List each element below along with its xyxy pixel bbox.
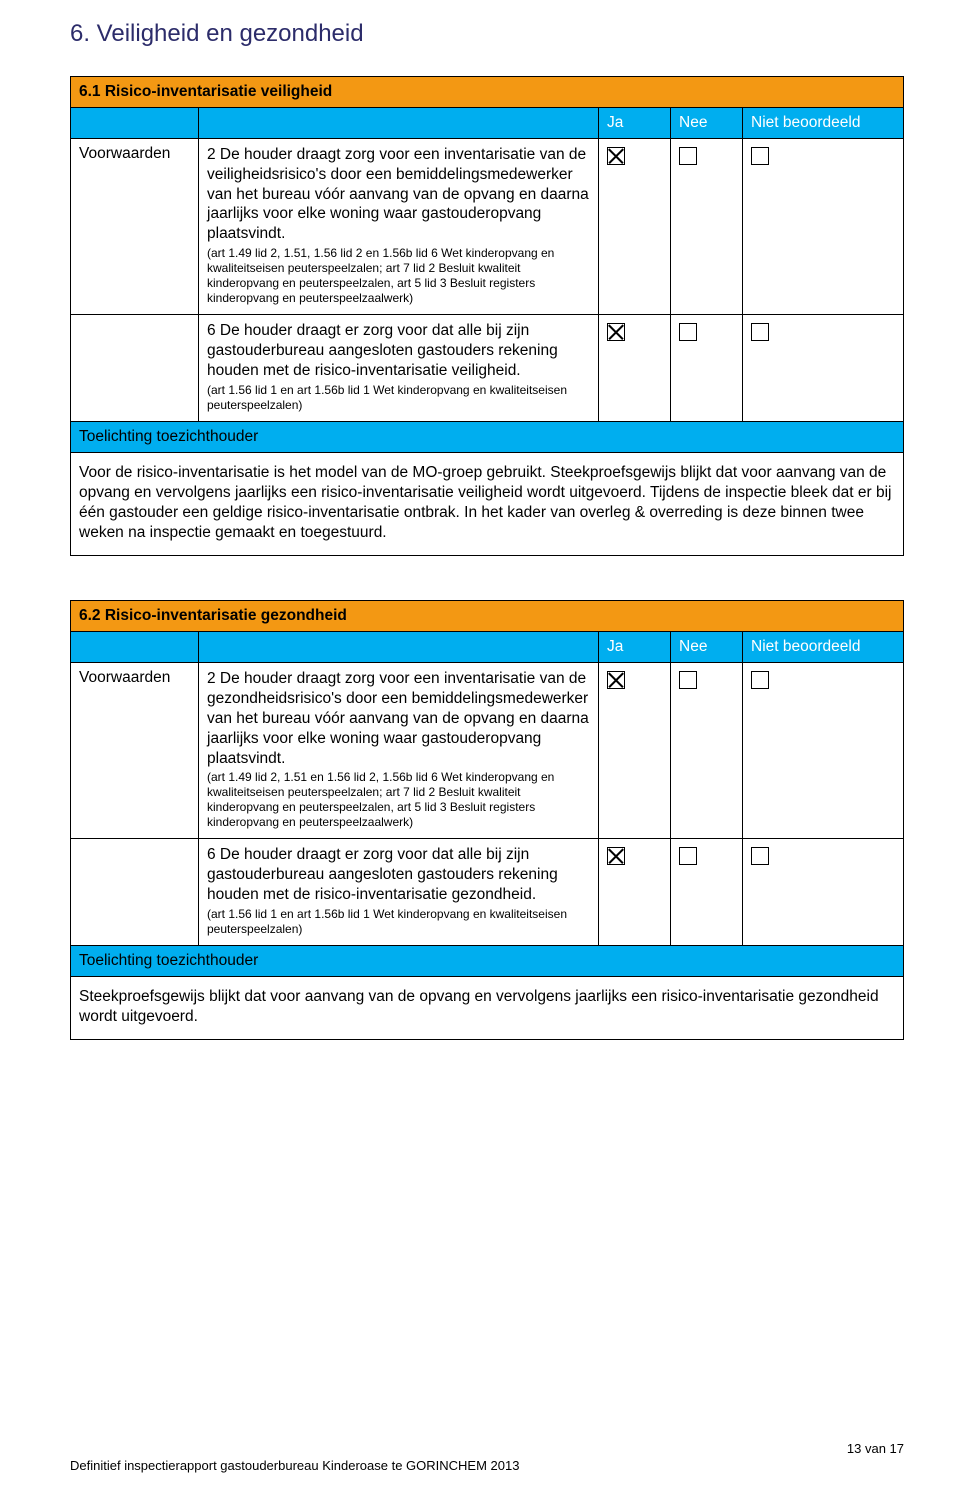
col-header-ja: Ja bbox=[599, 108, 671, 138]
row-text: 2 De houder draagt zorg voor een inventa… bbox=[207, 145, 590, 244]
row-text: 2 De houder draagt zorg voor een inventa… bbox=[207, 669, 590, 768]
row-text: 6 De houder draagt er zorg voor dat alle… bbox=[207, 321, 590, 380]
checkbox-icon bbox=[679, 847, 697, 865]
toelichting-body: Voor de risico-inventarisatie is het mod… bbox=[70, 453, 904, 557]
table-row: 6 De houder draagt er zorg voor dat alle… bbox=[70, 839, 904, 945]
checkbox-ja bbox=[599, 839, 671, 944]
col-header-nee: Nee bbox=[671, 108, 743, 138]
row-body: 6 De houder draagt er zorg voor dat alle… bbox=[199, 315, 599, 420]
section-6-1-title: 6.1 Risico-inventarisatie veiligheid bbox=[70, 76, 904, 108]
col-header-niet: Niet beoordeeld bbox=[743, 632, 903, 662]
checkbox-icon bbox=[751, 671, 769, 689]
col-header-niet: Niet beoordeeld bbox=[743, 108, 903, 138]
checkbox-nee bbox=[671, 139, 743, 314]
row-body: 6 De houder draagt er zorg voor dat alle… bbox=[199, 839, 599, 944]
checkbox-niet bbox=[743, 315, 903, 420]
checkbox-ja bbox=[599, 139, 671, 314]
checkbox-nee bbox=[671, 663, 743, 838]
row-body: 2 De houder draagt zorg voor een inventa… bbox=[199, 139, 599, 314]
toelichting-body: Steekproefsgewijs blijkt dat voor aanvan… bbox=[70, 977, 904, 1040]
checkbox-icon bbox=[679, 323, 697, 341]
checkbox-ja bbox=[599, 663, 671, 838]
col-header-ja: Ja bbox=[599, 632, 671, 662]
section-6-2-title: 6.2 Risico-inventarisatie gezondheid bbox=[70, 600, 904, 632]
checkbox-niet bbox=[743, 839, 903, 944]
row-reference: (art 1.56 lid 1 en art 1.56b lid 1 Wet k… bbox=[207, 383, 590, 413]
checkbox-icon bbox=[679, 147, 697, 165]
table-header: Ja Nee Niet beoordeeld bbox=[70, 632, 904, 663]
checkbox-icon bbox=[607, 671, 625, 689]
checkbox-ja bbox=[599, 315, 671, 420]
row-reference: (art 1.49 lid 2, 1.51 en 1.56 lid 2, 1.5… bbox=[207, 770, 590, 830]
footer-doc-title: Definitief inspectierapport gastouderbur… bbox=[70, 1458, 904, 1473]
toelichting-label: Toelichting toezichthouder bbox=[70, 946, 904, 977]
checkbox-icon bbox=[751, 847, 769, 865]
page: 6. Veiligheid en gezondheid 6.1 Risico-i… bbox=[0, 0, 960, 1497]
row-body: 2 De houder draagt zorg voor een inventa… bbox=[199, 663, 599, 838]
table-row: 6 De houder draagt er zorg voor dat alle… bbox=[70, 315, 904, 421]
row-reference: (art 1.56 lid 1 en art 1.56b lid 1 Wet k… bbox=[207, 907, 590, 937]
page-number: 13 van 17 bbox=[70, 1441, 904, 1456]
checkbox-icon bbox=[679, 671, 697, 689]
checkbox-icon bbox=[607, 847, 625, 865]
checkbox-icon bbox=[607, 323, 625, 341]
row-label bbox=[71, 839, 199, 944]
col-header-nee: Nee bbox=[671, 632, 743, 662]
table-header: Ja Nee Niet beoordeeld bbox=[70, 108, 904, 139]
table-row: Voorwaarden 2 De houder draagt zorg voor… bbox=[70, 139, 904, 315]
checkbox-niet bbox=[743, 663, 903, 838]
section-6-1: 6.1 Risico-inventarisatie veiligheid Ja … bbox=[70, 76, 904, 556]
row-label bbox=[71, 315, 199, 420]
row-text: 6 De houder draagt er zorg voor dat alle… bbox=[207, 845, 590, 904]
row-reference: (art 1.49 lid 2, 1.51, 1.56 lid 2 en 1.5… bbox=[207, 246, 590, 306]
page-title: 6. Veiligheid en gezondheid bbox=[70, 20, 904, 48]
checkbox-icon bbox=[751, 323, 769, 341]
checkbox-niet bbox=[743, 139, 903, 314]
section-6-2: 6.2 Risico-inventarisatie gezondheid Ja … bbox=[70, 600, 904, 1040]
row-label: Voorwaarden bbox=[71, 139, 199, 314]
checkbox-icon bbox=[751, 147, 769, 165]
table-row: Voorwaarden 2 De houder draagt zorg voor… bbox=[70, 663, 904, 839]
checkbox-nee bbox=[671, 839, 743, 944]
checkbox-icon bbox=[607, 147, 625, 165]
checkbox-nee bbox=[671, 315, 743, 420]
row-label: Voorwaarden bbox=[71, 663, 199, 838]
page-footer: 13 van 17 Definitief inspectierapport ga… bbox=[70, 1441, 904, 1473]
toelichting-label: Toelichting toezichthouder bbox=[70, 422, 904, 453]
